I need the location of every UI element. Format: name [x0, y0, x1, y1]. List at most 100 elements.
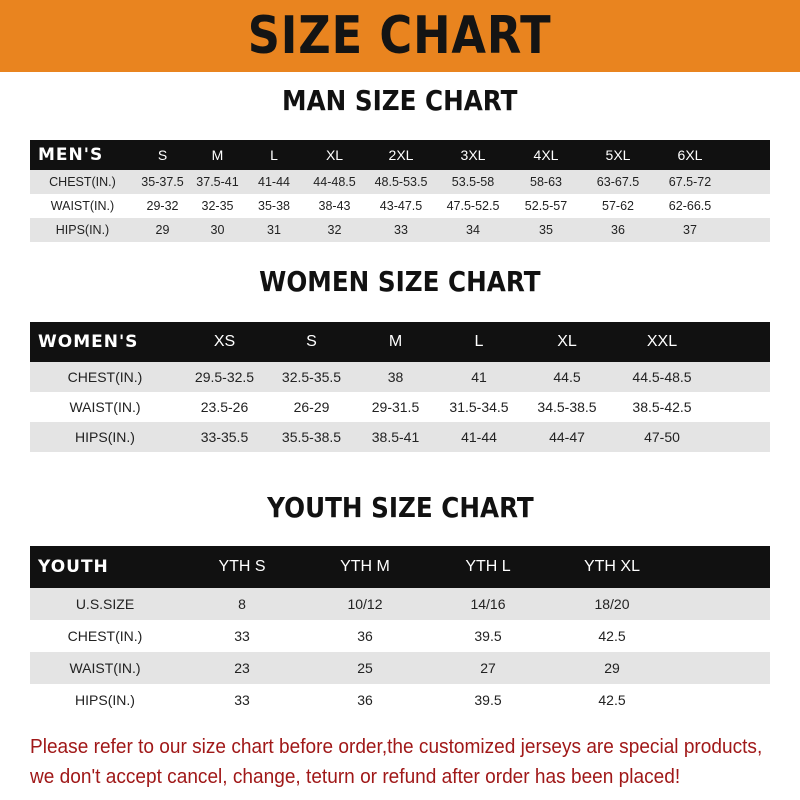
table-cell: 44.5-48.5: [632, 369, 692, 385]
table-row: CHEST(IN.) 35-37.5 37.5-41 41-44 44-48.5 48.5…: [30, 170, 770, 194]
table-cell: 53.5-58: [451, 175, 495, 189]
table-cell: 29: [155, 223, 170, 237]
table-row: U.S.SIZE 8 10/12 14/16 18/20: [30, 588, 770, 620]
table-cell: 41: [471, 369, 487, 385]
row-label: HIPS(IN.): [55, 223, 110, 237]
size-header: XS: [213, 333, 236, 350]
youth-size-table: YOUTH YTH S YTH M YTH L YTH XL U.S.SIZE 8 10/12…: [30, 546, 770, 716]
row-label: WAIST(IN.): [69, 399, 141, 415]
table-cell: 30: [210, 223, 225, 237]
row-label: U.S.SIZE: [75, 596, 135, 612]
table-row: CHEST(IN.) 29.5-32.5 32.5-35.5 38 41 44.5 44.5…: [30, 362, 770, 392]
women-size-table: WOMEN'S XS S M L XL XXL CHEST(IN.) 29.5-32.5 32.5…: [30, 322, 770, 452]
table-cell: 10/12: [347, 596, 383, 612]
table-header-label: WOMEN'S: [38, 332, 139, 352]
size-header: YTH S: [218, 558, 266, 575]
notice-line-2: we don't accept cancel, change, teturn o…: [30, 765, 681, 788]
table-cell: 39.5: [474, 692, 502, 708]
table-cell: 35-37.5: [141, 175, 184, 189]
table-cell: 32-35: [201, 199, 234, 213]
table-cell: 44-47: [549, 429, 585, 445]
table-cell: 41-44: [461, 429, 497, 445]
size-header: L: [270, 147, 278, 163]
table-cell: 35: [539, 223, 553, 237]
table-cell: 32: [327, 223, 342, 237]
table-cell: 29-31.5: [371, 399, 420, 415]
size-header: XL: [325, 147, 344, 163]
size-header: 4XL: [533, 147, 559, 163]
size-header: 3XL: [460, 147, 486, 163]
table-cell: 35-38: [258, 199, 290, 213]
table-cell: 31.5-34.5: [449, 399, 509, 415]
row-label: CHEST(IN.): [67, 628, 143, 644]
table-cell: 39.5: [474, 628, 502, 644]
table-row: HIPS(IN.) 29 30 31 32 33 34 35 36 37: [30, 218, 770, 242]
table-cell: 26-29: [293, 399, 330, 415]
notice-line-1: Please refer to our size chart before or…: [30, 735, 763, 758]
table-cell: 36: [357, 628, 373, 644]
table-cell: 34: [466, 223, 480, 237]
table-cell: 31: [267, 223, 281, 237]
row-label: WAIST(IN.): [50, 199, 115, 213]
table-cell: 23.5-26: [200, 399, 249, 415]
page-title: SIZE CHART: [248, 6, 552, 66]
table-row: WAIST(IN.) 29-32 32-35 35-38 38-43 43-47.5 47.…: [30, 194, 770, 218]
table-cell: 47-50: [644, 429, 680, 445]
size-header: XL: [557, 333, 577, 350]
table-header-row: MEN'S S M L XL 2XL 3XL 4XL 5XL 6XL: [30, 140, 770, 170]
table-cell: 43-47.5: [379, 199, 423, 213]
table-cell: 38.5-41: [371, 429, 420, 445]
size-header: YTH L: [465, 558, 511, 575]
size-header: M: [211, 147, 224, 163]
size-header: YTH M: [340, 558, 390, 575]
row-label: CHEST(IN.): [49, 175, 116, 189]
table-cell: 62-66.5: [668, 199, 712, 213]
size-header: 6XL: [677, 147, 703, 163]
table-header-label: MEN'S: [38, 145, 104, 165]
table-cell: 38.5-42.5: [632, 399, 692, 415]
table-cell: 8: [238, 596, 246, 612]
men-section-title-text: MAN SIZE CHART: [282, 84, 518, 117]
table-cell: 42.5: [598, 692, 626, 708]
table-cell: 58-63: [530, 175, 562, 189]
table-cell: 25: [357, 660, 373, 676]
row-label: HIPS(IN.): [75, 429, 135, 445]
table-header-row: WOMEN'S XS S M L XL XXL: [30, 322, 770, 362]
table-cell: 33: [234, 692, 250, 708]
table-cell: 33-35.5: [200, 429, 249, 445]
table-header-label: YOUTH: [38, 557, 109, 577]
table-cell: 44.5: [553, 369, 581, 385]
table-cell: 42.5: [598, 628, 626, 644]
table-cell: 29: [604, 660, 620, 676]
table-cell: 57-62: [602, 199, 634, 213]
table-cell: 36: [611, 223, 625, 237]
women-section-title-text: WOMEN SIZE CHART: [259, 265, 541, 298]
table-row: HIPS(IN.) 33 36 39.5 42.5: [30, 684, 770, 716]
title-banner: SIZE CHART: [0, 0, 800, 72]
table-cell: 67.5-72: [668, 175, 712, 189]
size-header: XXL: [646, 333, 678, 350]
size-header: L: [474, 333, 484, 350]
table-cell: 36: [357, 692, 373, 708]
table-cell: 38-43: [318, 199, 351, 213]
table-cell: 23: [234, 660, 250, 676]
table-cell: 47.5-52.5: [446, 199, 500, 213]
table-header-row: YOUTH YTH S YTH M YTH L YTH XL: [30, 546, 770, 588]
youth-section-title: YOUTH SIZE CHART: [0, 491, 800, 524]
men-section-title: MAN SIZE CHART: [0, 84, 800, 117]
table-cell: 52.5-57: [524, 199, 568, 213]
table-row: CHEST(IN.) 33 36 39.5 42.5: [30, 620, 770, 652]
table-cell: 63-67.5: [596, 175, 640, 189]
table-cell: 37: [683, 223, 697, 237]
table-cell: 44-48.5: [313, 175, 356, 189]
table-cell: 29.5-32.5: [194, 369, 255, 385]
table-row: HIPS(IN.) 33-35.5 35.5-38.5 38.5-41 41-44 44-…: [30, 422, 770, 452]
table-row: WAIST(IN.) 23.5-26 26-29 29-31.5 31.5-34.5 34…: [30, 392, 770, 422]
table-cell: 33: [394, 223, 408, 237]
size-header: S: [157, 147, 168, 163]
size-header: M: [388, 333, 403, 350]
table-row: WAIST(IN.) 23 25 27 29: [30, 652, 770, 684]
table-cell: 35.5-38.5: [281, 429, 342, 445]
table-cell: 41-44: [258, 175, 290, 189]
women-section-title: WOMEN SIZE CHART: [0, 265, 800, 298]
